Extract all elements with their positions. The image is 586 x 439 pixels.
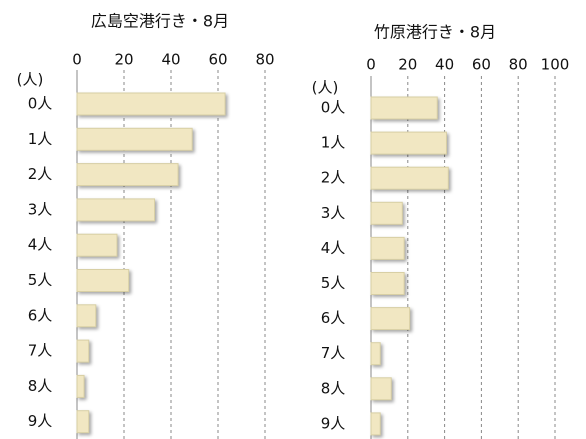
- bar: [370, 342, 381, 366]
- category-label: 3人: [28, 200, 53, 218]
- category-label: 8人: [28, 377, 53, 395]
- bar: [370, 131, 447, 155]
- bar: [76, 304, 97, 328]
- bar: [370, 307, 411, 331]
- category-label: 6人: [321, 309, 346, 327]
- bar: [370, 412, 381, 436]
- category-label: 5人: [321, 274, 346, 292]
- bar: [370, 166, 449, 190]
- x-tick-label: 0: [72, 51, 82, 69]
- bar: [76, 163, 179, 187]
- category-label: 4人: [321, 239, 346, 257]
- x-tick-label: 20: [114, 51, 133, 69]
- category-label: 7人: [321, 344, 346, 362]
- bar: [76, 233, 118, 257]
- category-label: 1人: [321, 134, 346, 152]
- bar: [370, 201, 403, 225]
- bar: [370, 272, 405, 295]
- category-label: 5人: [28, 271, 53, 289]
- bar: [76, 127, 193, 151]
- x-tick-label: 40: [161, 51, 180, 69]
- x-tick-label: 80: [255, 51, 274, 69]
- bar: [370, 96, 438, 120]
- category-label: 6人: [28, 306, 53, 324]
- bar: [370, 377, 392, 401]
- category-label: 0人: [28, 95, 53, 113]
- category-label: 0人: [321, 99, 346, 117]
- category-label: 1人: [28, 130, 53, 148]
- category-label: 8人: [321, 379, 346, 397]
- chart-title: 竹原港行き・8月: [374, 23, 496, 42]
- x-tick-label: 60: [472, 56, 491, 74]
- bar: [76, 269, 130, 292]
- bar: [76, 410, 90, 434]
- category-label: 3人: [321, 204, 346, 222]
- category-label: 2人: [28, 165, 53, 183]
- category-label: 7人: [28, 342, 53, 360]
- x-tick-label: 60: [208, 51, 227, 69]
- x-tick-label: 0: [366, 56, 376, 74]
- bar: [76, 374, 85, 398]
- category-label: 4人: [28, 236, 53, 254]
- x-tick-label: 40: [435, 56, 454, 74]
- category-label: 9人: [321, 414, 346, 432]
- x-tick-label: 80: [509, 56, 528, 74]
- category-label: 9人: [28, 412, 53, 430]
- x-tick-label: 20: [398, 56, 417, 74]
- bar: [76, 92, 226, 116]
- unit-label: (人): [312, 79, 339, 97]
- bar: [76, 198, 156, 222]
- chart-title: 広島空港行き・8月: [91, 12, 229, 31]
- bar: [76, 339, 90, 363]
- category-label: 2人: [321, 169, 346, 187]
- x-tick-label: 100: [541, 56, 570, 74]
- unit-label: (人): [17, 71, 44, 89]
- bar: [370, 236, 405, 260]
